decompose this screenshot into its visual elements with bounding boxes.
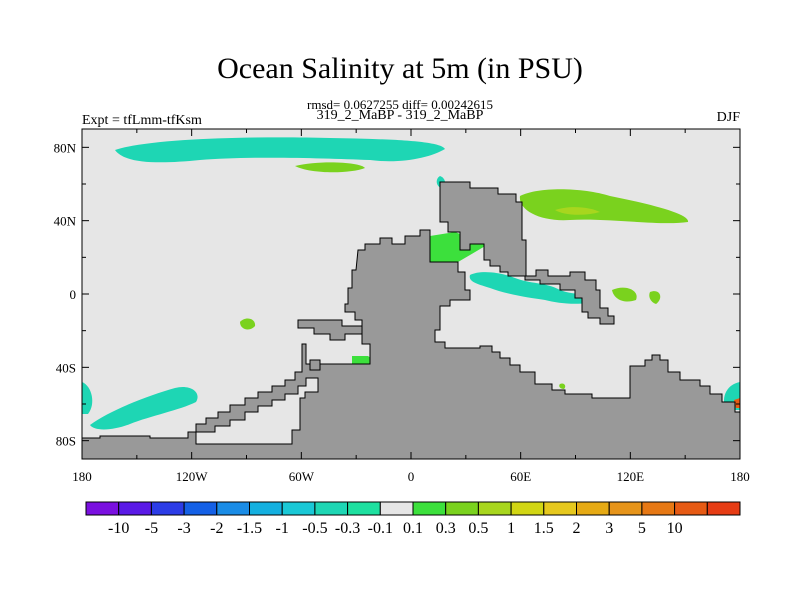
colorbar-label: -2 [210, 520, 223, 537]
y-tick-label: 0 [70, 287, 77, 302]
stats-line: rmsd= 0.0627255 diff= 0.00242615 [307, 97, 493, 112]
experiment-label: Expt = tfLmm-tfKsm [82, 113, 202, 128]
west-edge-negative-patch [82, 382, 93, 414]
colorbar-box [641, 501, 676, 516]
colorbar-label: -1.5 [237, 520, 262, 537]
colorbar-label: 0.1 [403, 520, 423, 537]
figure-title: Ocean Salinity at 5m (in PSU) [217, 52, 583, 85]
colorbar-box [85, 501, 120, 516]
colorbar-box [347, 501, 381, 516]
colorbar-box [118, 501, 152, 516]
colorbar-box [510, 501, 545, 516]
colorbar-box [249, 501, 283, 516]
pacific-coast-strip [297, 319, 363, 341]
colorbar-box [314, 501, 349, 516]
south-america-cutout [195, 377, 319, 445]
tropical-positive-patch-far-east [649, 291, 661, 304]
x-tick-label: 120W [176, 469, 209, 484]
pacific-positive-patch [240, 318, 256, 330]
eurasia-positive-patch [519, 189, 689, 224]
colorbar: -10 -5 -3 -2 -1.5 -1 -0.5 -0.3 -0.1 0.1 0.3 0.5 1 1.5… [85, 501, 741, 537]
indian-ocean-negative-patch [469, 272, 598, 304]
colorbar-label: -0.3 [335, 520, 360, 537]
x-tick-label: 60E [510, 469, 531, 484]
colorbar-label: 3 [605, 520, 613, 537]
x-tick-label: 180 [72, 469, 92, 484]
colorbar-box [379, 501, 414, 516]
colorbar-box [445, 501, 479, 516]
colorbar-box [477, 501, 512, 516]
colorbar-label: -3 [177, 520, 190, 537]
land-masses [81, 181, 741, 460]
southern-ocean-negative-patch [90, 386, 198, 430]
anomaly-patches [82, 137, 740, 430]
colorbar-label: 10 [667, 520, 683, 537]
y-tick-label: 80N [54, 140, 77, 155]
colorbar-label: -10 [108, 520, 129, 537]
eurasia-inner-positive-patch [555, 207, 600, 215]
x-tick-label: 180 [730, 469, 750, 484]
colorbar-label: -0.1 [368, 520, 393, 537]
colorbar-box [706, 501, 741, 516]
colorbar-label: -5 [145, 520, 158, 537]
colorbar-label: 0.5 [468, 520, 488, 537]
indian-ocean-small-positive-patch [559, 383, 566, 389]
axis-ticks: 180 120W 60W 0 60E 120E 180 80N 40N 0 40S 80S [54, 129, 750, 484]
x-tick-label: 0 [408, 469, 415, 484]
map-panel: 180 120W 60W 0 60E 120E 180 80N 40N 0 40S 80S [54, 128, 750, 484]
colorbar-label: 1.5 [534, 520, 554, 537]
x-tick-label: 120E [617, 469, 645, 484]
y-tick-label: 40S [56, 360, 76, 375]
colorbar-box [412, 501, 447, 516]
colorbar-box [674, 501, 708, 516]
colorbar-box [183, 501, 218, 516]
runs-label: 319_2_MaBP - 319_2_MaBP [316, 108, 484, 123]
y-tick-label: 40N [54, 214, 77, 229]
colorbar-box [608, 501, 643, 516]
americas-landmass [81, 229, 741, 460]
season-label: DJF [716, 110, 740, 125]
arctic-negative-patch [115, 137, 445, 163]
colorbar-labels: -10 -5 -3 -2 -1.5 -1 -0.5 -0.3 -0.1 0.1 0.3 0.5 1 1.5… [108, 520, 683, 537]
colorbar-label: -1 [276, 520, 289, 537]
europe-asia-landmass [439, 181, 615, 325]
colorbar-label: 5 [638, 520, 646, 537]
colorbar-box [576, 501, 610, 516]
colorbar-box [543, 501, 577, 516]
y-tick-label: 80S [56, 434, 76, 449]
colorbar-boxes [85, 501, 741, 516]
colorbar-box [281, 501, 316, 516]
colorbar-box [216, 501, 251, 516]
colorbar-box [150, 501, 185, 516]
colorbar-label: 0.3 [436, 520, 456, 537]
colorbar-label: -0.5 [302, 520, 327, 537]
colorbar-label: 2 [573, 520, 581, 537]
colorbar-label: 1 [507, 520, 515, 537]
south-atlantic-island [309, 359, 321, 371]
tropical-positive-patch-east [612, 287, 637, 302]
x-tick-label: 60W [289, 469, 315, 484]
arctic-positive-patch [295, 162, 365, 173]
